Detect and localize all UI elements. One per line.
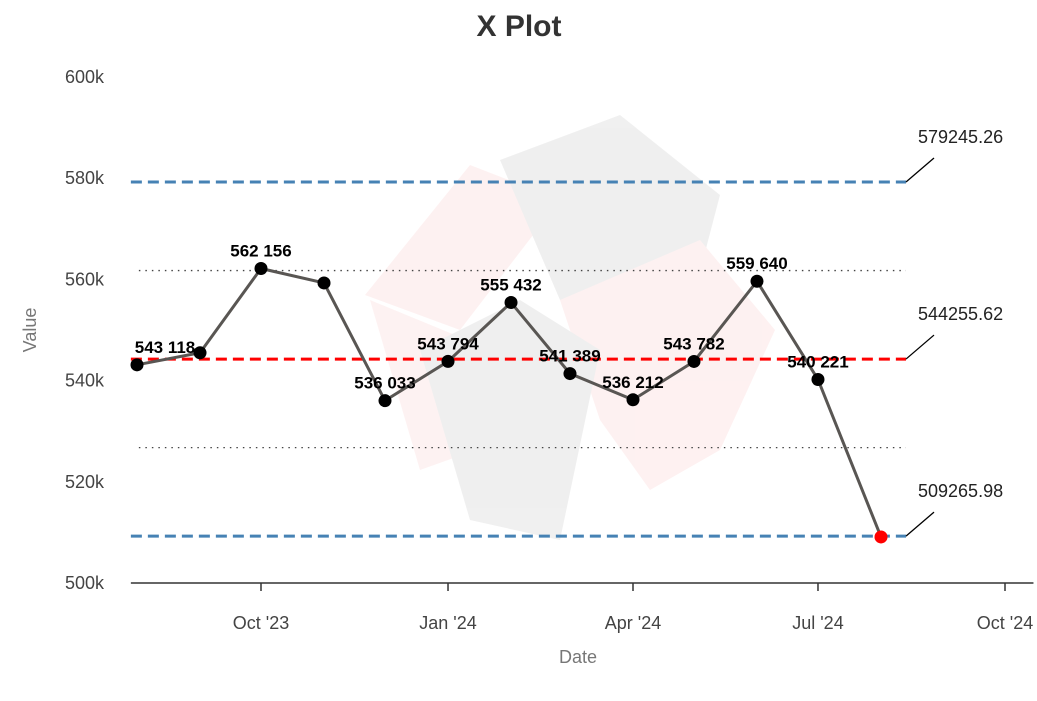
data-point <box>563 367 577 381</box>
chart-title: X Plot <box>476 10 561 43</box>
center-label-leader <box>905 334 935 360</box>
y-tick-label: 500k <box>65 573 105 593</box>
x-tick-label: Apr '24 <box>605 613 661 633</box>
data-label: 536 033 <box>354 374 415 393</box>
data-label: 541 389 <box>539 347 600 366</box>
data-label: 543 782 <box>663 334 724 353</box>
data-point <box>254 261 268 275</box>
data-label: 543 118 <box>135 338 196 357</box>
data-point <box>193 346 207 360</box>
data-point <box>504 296 518 310</box>
data-label: 559 640 <box>726 254 787 273</box>
y-tick-label: 600k <box>65 67 105 87</box>
data-point <box>750 274 764 288</box>
data-label: 540 221 <box>787 352 848 371</box>
lcl-label-leader <box>905 511 935 537</box>
out-of-control-point <box>874 530 888 544</box>
center-label: 544255.62 <box>918 304 1003 324</box>
y-axis-label: Value <box>20 308 40 353</box>
y-tick-label: 560k <box>65 269 105 289</box>
watermark-logo <box>365 115 775 540</box>
y-tick-label: 580k <box>65 168 105 188</box>
x-tick-label: Oct '23 <box>233 613 289 633</box>
data-point <box>378 394 392 408</box>
data-label: 543 794 <box>417 334 479 353</box>
ucl-label-leader <box>905 157 935 183</box>
data-label: 536 212 <box>602 373 663 392</box>
x-axis-label: Date <box>559 647 597 667</box>
ucl-label: 579245.26 <box>918 127 1003 147</box>
data-point <box>626 393 640 407</box>
data-label: 562 156 <box>230 241 291 260</box>
data-label: 555 432 <box>480 276 541 295</box>
data-point <box>811 372 825 386</box>
y-tick-label: 520k <box>65 472 105 492</box>
x-tick-label: Jul '24 <box>792 613 843 633</box>
data-point <box>441 354 455 368</box>
data-point <box>317 276 331 290</box>
x-tick-label: Oct '24 <box>977 613 1033 633</box>
data-point <box>687 354 701 368</box>
lcl-label: 509265.98 <box>918 481 1003 501</box>
y-tick-label: 540k <box>65 371 105 391</box>
x-tick-label: Jan '24 <box>419 613 476 633</box>
data-point <box>130 358 144 372</box>
